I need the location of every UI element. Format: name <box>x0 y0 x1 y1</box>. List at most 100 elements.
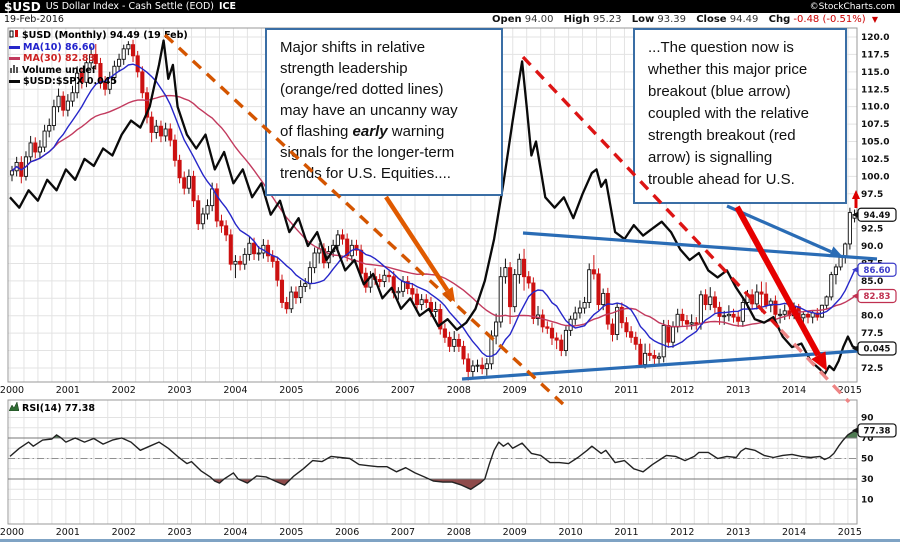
candle-body <box>731 313 736 318</box>
candle-body <box>722 315 727 318</box>
candle-body <box>573 312 578 320</box>
year-axis-tick: 2003 <box>167 527 191 538</box>
small-red-arrow-head <box>851 190 861 199</box>
candle-body <box>605 292 610 325</box>
candle-body <box>219 220 224 227</box>
candle-body <box>340 234 345 240</box>
close-value: 94.49 <box>729 14 759 25</box>
legend-row-ratio: $USD:$SPX 0.045 <box>9 76 188 87</box>
candle-body <box>56 95 61 108</box>
year-axis-tick: 2004 <box>223 385 247 396</box>
candle-body <box>466 358 471 372</box>
candle-body <box>522 258 527 278</box>
price-bubble <box>857 341 897 356</box>
candle-body <box>624 322 629 333</box>
year-axis-tick: 2005 <box>279 527 303 538</box>
annotation-right-line: strength breakout (red <box>648 127 796 144</box>
year-axis-tick: 2012 <box>670 527 694 538</box>
year-axis-tick: 2008 <box>447 527 471 538</box>
candle-body <box>833 266 838 276</box>
chart-title: US Dollar Index - Cash Settle (EOD) <box>45 1 214 12</box>
candle-body <box>247 242 252 255</box>
candle-body <box>587 269 592 303</box>
candle-body <box>93 53 98 64</box>
candle-body <box>652 354 657 359</box>
price-bubble-value: 94.49 <box>864 211 891 221</box>
candle-body <box>805 313 811 318</box>
price-axis-tick: 102.5 <box>861 155 889 165</box>
candle-body <box>512 274 517 308</box>
candle-body <box>656 356 662 359</box>
candle-body <box>773 300 778 315</box>
close-label: Close <box>696 14 727 25</box>
candle-body <box>112 65 117 78</box>
candle-body <box>191 175 196 202</box>
year-axis-tick: 2006 <box>335 527 359 538</box>
candle-body <box>461 345 466 360</box>
year-axis-tick: 2015 <box>838 527 862 538</box>
candle-body <box>801 313 806 319</box>
price-axis-tick: 100.0 <box>861 172 889 182</box>
annotation-left-line: (orange/red dotted lines) <box>280 81 444 98</box>
price-axis-tick: 72.5 <box>861 364 883 374</box>
candle-body <box>79 72 84 83</box>
legend-ma10-label: MA(10) 86.60 <box>23 42 96 53</box>
rsi-axis-tick: 10 <box>861 496 874 506</box>
rsi-level-lines <box>8 437 857 480</box>
high-value: 95.23 <box>592 14 622 25</box>
legend-usd-label: $USD (Monthly) 94.49 (19 Feb) <box>22 30 188 41</box>
price-axis-tick: 90.0 <box>861 242 883 252</box>
candle-body <box>33 142 38 153</box>
candle-body <box>177 159 182 179</box>
candle-body <box>480 364 485 370</box>
candle-body <box>829 274 834 298</box>
annotation-right-line: arrow) is signalling <box>648 149 773 166</box>
rsi-legend-label: RSI(14) 77.38 <box>22 402 95 414</box>
annotation-right-line: whether this major price <box>648 61 808 78</box>
year-axis-tick: 2010 <box>559 385 583 396</box>
open-label: Open <box>492 14 522 25</box>
candle-body <box>279 279 285 303</box>
price-bubble-pointer <box>852 211 859 219</box>
candle-body <box>424 299 429 303</box>
annotation-box-left: Major shifts in relative strength leaders… <box>265 28 503 196</box>
candle-body <box>559 339 564 352</box>
title-bar: $USD US Dollar Index - Cash Settle (EOD)… <box>0 0 900 14</box>
ma10-line-swatch <box>9 46 20 49</box>
candle-body <box>494 321 499 337</box>
candle-body <box>591 269 596 275</box>
year-axis-tick: 2000 <box>0 385 24 396</box>
chg-down-triangle-icon: ▼ <box>871 15 878 24</box>
candle-body <box>414 293 420 306</box>
candle-body <box>410 288 415 295</box>
price-bubble <box>857 262 897 277</box>
candle-body <box>158 125 164 137</box>
year-axis-tick: 2001 <box>56 385 80 396</box>
candle-body <box>815 312 820 318</box>
candle-body <box>293 291 299 299</box>
candle-body <box>275 260 280 281</box>
volume-bars-icon <box>9 64 19 76</box>
candle-body <box>475 364 480 367</box>
price-bubble-value: 82.83 <box>864 292 891 302</box>
candle-body <box>233 260 238 265</box>
candle-body <box>284 302 289 310</box>
candle-body <box>210 188 215 207</box>
annotation-left-line: of flashing early warning <box>280 123 445 140</box>
candle-body <box>182 177 187 189</box>
price-bubble-pointer <box>852 344 859 352</box>
blue-trendline-lower <box>461 349 859 381</box>
candle-body <box>754 291 759 305</box>
price-axis-tick: 92.5 <box>861 225 883 235</box>
legend-volume-label: Volume undef <box>22 64 96 76</box>
year-axis-tick: 2011 <box>614 385 638 396</box>
price-bubble-value: 0.045 <box>864 345 891 355</box>
candle-body <box>750 294 755 305</box>
price-bubble <box>857 288 897 304</box>
legend-row-ma30: MA(30) 82.83 <box>9 53 188 64</box>
candle-body <box>554 337 559 341</box>
open-value: 94.00 <box>524 14 554 25</box>
candle-body <box>163 128 168 137</box>
annotation-left-line: signals for the longer-term <box>280 144 455 161</box>
low-value: 93.39 <box>657 14 687 25</box>
